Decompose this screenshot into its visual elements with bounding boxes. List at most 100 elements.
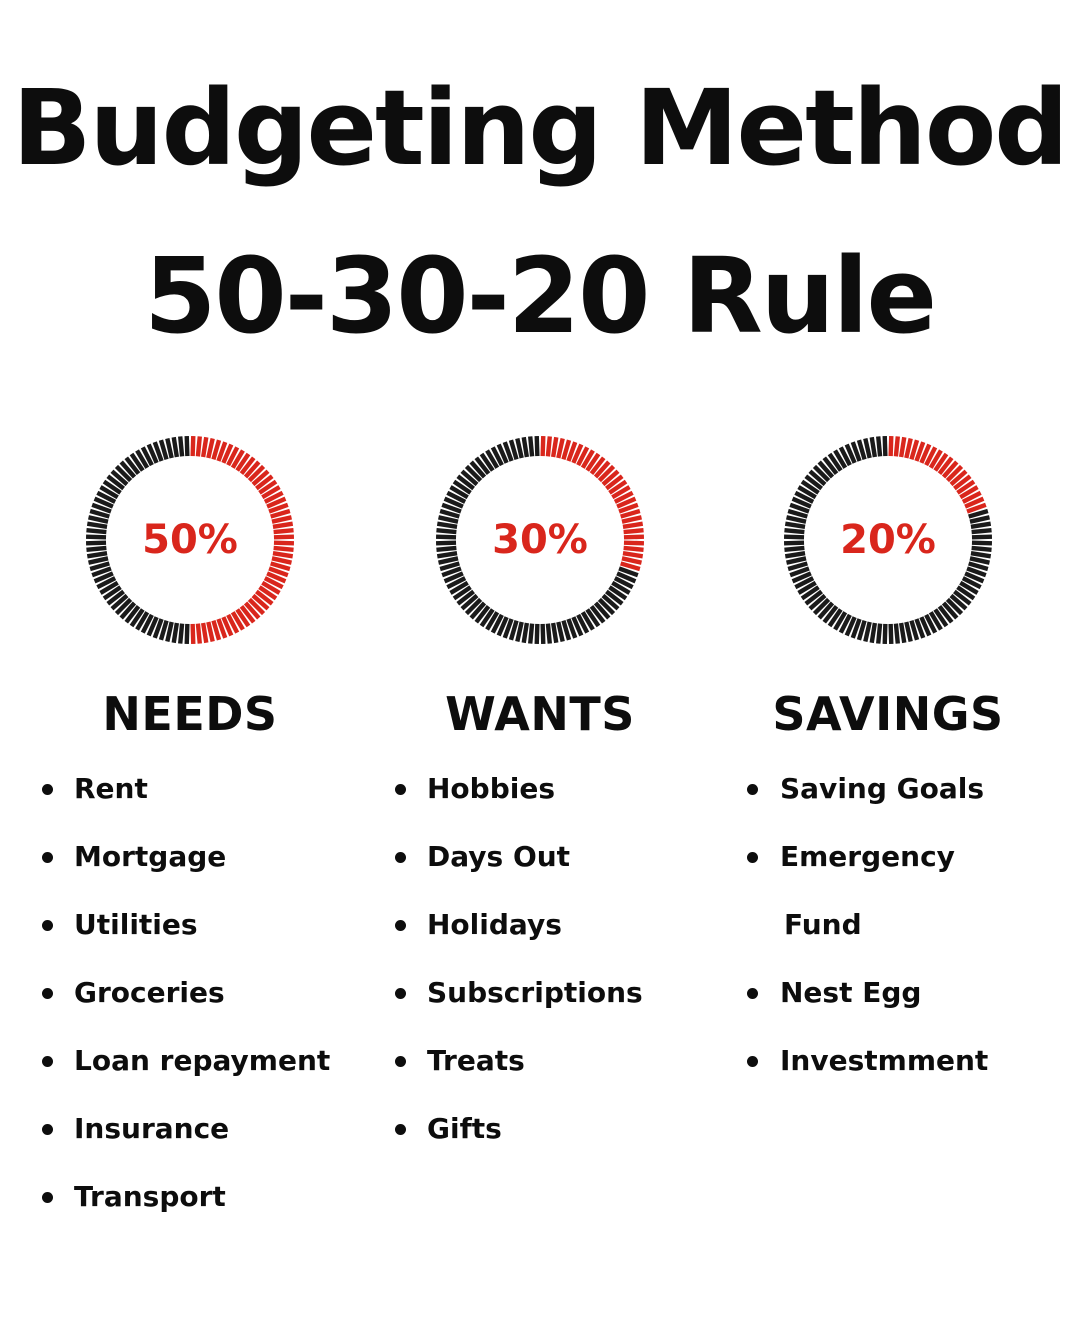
ring-segment-filled: [611, 485, 631, 500]
ring-segment-empty: [863, 438, 872, 459]
ring-segment-empty: [787, 561, 808, 572]
ring-segment-empty: [96, 490, 117, 504]
ring-segment-filled: [893, 436, 900, 457]
ring-segment-empty: [808, 469, 827, 487]
ring-segment-empty: [898, 622, 907, 644]
ring-segment-empty: [969, 556, 990, 565]
ring-segment-empty: [135, 449, 150, 469]
ring-segment-empty: [96, 576, 117, 590]
ring-segment-filled: [195, 436, 202, 457]
ring-segment-filled: [263, 490, 284, 504]
ring-segment-empty: [110, 593, 129, 611]
ring-segment-filled: [261, 485, 281, 500]
ring-segment-filled: [272, 521, 294, 530]
ring-segment-empty: [443, 571, 464, 584]
ring-segment-filled: [964, 496, 985, 509]
ring-segment-filled: [211, 620, 222, 641]
needs-percent-label: 50%: [142, 517, 238, 563]
ring-segment-filled: [580, 449, 595, 469]
list-item: Hobbies: [370, 772, 710, 806]
ring-segment-empty: [508, 439, 519, 460]
ring-segment-empty: [794, 490, 815, 504]
ring-segment-empty: [534, 435, 540, 457]
ring-segment-filled: [601, 469, 620, 487]
ring-segment-empty: [605, 589, 624, 606]
ring-segment-empty: [838, 613, 852, 634]
ring-segment-filled: [200, 622, 209, 644]
list-item: Days Out: [370, 840, 710, 874]
ring-segment-empty: [786, 556, 807, 565]
ring-segment-filled: [616, 496, 637, 509]
ring-segment-filled: [620, 561, 641, 572]
ring-segment-filled: [273, 534, 295, 540]
ring-segment-filled: [270, 561, 291, 572]
ring-segment-empty: [971, 528, 992, 535]
list-item-label: Mortgage: [74, 840, 227, 873]
bullet-icon: [42, 1192, 53, 1203]
list-item-label: Investmment: [780, 1044, 989, 1077]
ring-segment-empty: [797, 485, 817, 500]
wants-list: Hobbies Days Out Holidays Subscriptions …: [370, 772, 710, 1146]
list-item-label: Emergency: [780, 840, 955, 873]
ring-segment-filled: [270, 508, 291, 519]
ring-segment-filled: [239, 605, 256, 624]
ring-segment-filled: [235, 452, 251, 472]
list-item: Groceries: [20, 976, 360, 1010]
ring-segment-filled: [928, 449, 943, 469]
ring-segment-empty: [937, 605, 954, 624]
ring-segment-filled: [914, 441, 926, 462]
ring-segment-empty: [608, 585, 628, 601]
ring-segment-filled: [608, 479, 628, 495]
ring-segment-empty: [966, 566, 987, 578]
ring-segment-empty: [949, 593, 968, 611]
title-line-1: Budgeting Method: [12, 67, 1068, 189]
ring-segment-empty: [140, 613, 154, 634]
ring-segment-empty: [140, 446, 154, 467]
ring-segment-filled: [243, 601, 261, 620]
ring-segment-empty: [882, 435, 888, 457]
list-item: Insurance: [20, 1112, 360, 1146]
ring-segment-empty: [436, 550, 458, 559]
ring-segment-empty: [508, 620, 519, 641]
bullet-icon: [747, 1056, 758, 1067]
ring-segment-empty: [446, 576, 467, 590]
ring-segment-empty: [86, 528, 107, 535]
bullet-icon: [395, 920, 406, 931]
ring-segment-empty: [791, 571, 812, 584]
ring-segment-empty: [515, 621, 524, 642]
ring-segment-filled: [937, 456, 954, 475]
ring-segment-empty: [919, 616, 932, 637]
needs-heading: NEEDS: [102, 687, 278, 741]
ring-segment-filled: [888, 435, 894, 457]
ring-segment-filled: [251, 593, 270, 611]
ring-segment-empty: [443, 496, 464, 509]
needs-column: 50% NEEDS Rent Mortgage Utilities Grocer…: [20, 430, 360, 1248]
ring-segment-empty: [856, 620, 867, 641]
ring-segment-empty: [89, 561, 110, 572]
list-item-label: Subscriptions: [427, 976, 643, 1009]
ring-segment-empty: [452, 479, 472, 495]
ring-segment-filled: [230, 449, 245, 469]
ring-segment-filled: [200, 436, 209, 458]
ring-segment-filled: [235, 608, 251, 628]
ring-segment-filled: [251, 469, 270, 487]
list-item-label: Insurance: [74, 1112, 230, 1145]
ring-segment-empty: [618, 566, 639, 578]
ring-segment-empty: [93, 571, 114, 584]
list-item: Mortgage: [20, 840, 360, 874]
ring-segment-empty: [485, 449, 500, 469]
ring-segment-empty: [850, 618, 862, 639]
list-item-label: Treats: [427, 1044, 525, 1077]
ring-segment-empty: [490, 613, 504, 634]
needs-list: Rent Mortgage Utilities Groceries Loan r…: [20, 772, 360, 1214]
ring-segment-filled: [271, 556, 292, 565]
bullet-icon: [395, 852, 406, 863]
title-line-2: 50-30-20 Rule: [143, 235, 937, 357]
ring-segment-filled: [593, 460, 611, 479]
list-item: Nest Egg: [718, 976, 1058, 1010]
ring-segment-filled: [924, 446, 938, 467]
ring-segment-filled: [622, 550, 644, 559]
list-item: Treats: [370, 1044, 710, 1078]
ring-segment-empty: [804, 589, 823, 606]
ring-segment-empty: [171, 436, 180, 458]
